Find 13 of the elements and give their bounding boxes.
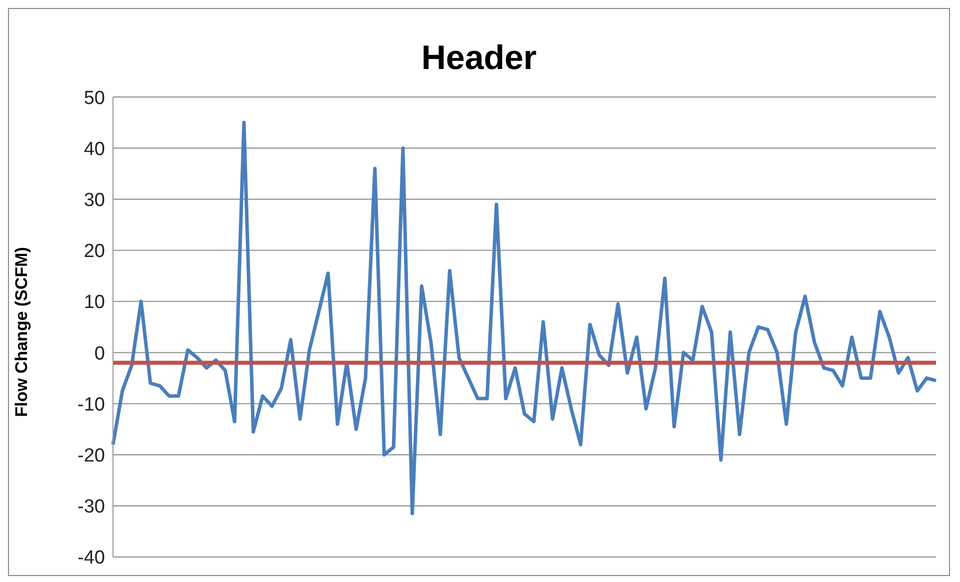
y-tick-label: 50 — [84, 88, 105, 109]
y-tick-label: 40 — [84, 138, 105, 160]
y-tick-label: 10 — [84, 292, 105, 314]
y-tick-label: 0 — [94, 343, 105, 364]
chart-title: Header — [420, 39, 538, 79]
y-tick-label: -40 — [78, 548, 105, 569]
y-tick-label: 20 — [84, 241, 105, 262]
y-tick-label: -20 — [78, 446, 105, 467]
y-tick-label: -10 — [78, 394, 105, 416]
y-tick-label: 30 — [84, 190, 105, 211]
y-axis-title: Flow Change (SCFM) — [12, 247, 32, 417]
line-series — [111, 120, 938, 516]
y-tick-label: -30 — [78, 496, 105, 518]
